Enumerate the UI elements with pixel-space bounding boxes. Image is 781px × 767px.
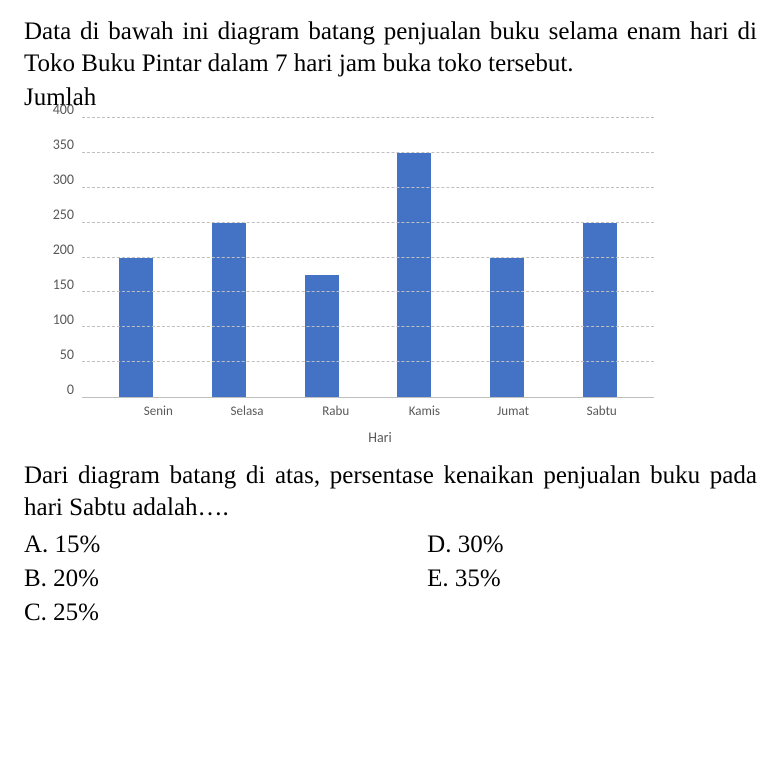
bar-slot	[553, 118, 646, 397]
x-label: Sabtu	[557, 404, 646, 419]
bar-slot	[461, 118, 554, 397]
x-label: Selasa	[203, 404, 292, 419]
option-c: C. 25%	[24, 596, 427, 630]
x-axis-title: Hari	[106, 429, 654, 446]
bar-slot	[275, 118, 368, 397]
x-label: Senin	[114, 404, 203, 419]
gridline	[82, 361, 654, 362]
gridline	[82, 222, 654, 223]
question-prompt: Dari diagram batang di atas, persentase …	[24, 460, 757, 524]
x-axis: Senin Selasa Rabu Kamis Jumat Sabtu	[106, 398, 654, 419]
gridline	[82, 117, 654, 118]
option-b: B. 20%	[24, 562, 427, 596]
bar-slot	[368, 118, 461, 397]
x-label: Rabu	[291, 404, 380, 419]
gridline	[82, 291, 654, 292]
bar-slot	[90, 118, 183, 397]
gridline	[82, 152, 654, 153]
y-axis: 400 350 300 250 200 150 100 50 0	[74, 118, 82, 398]
x-label: Jumat	[469, 404, 558, 419]
gridline	[82, 326, 654, 327]
bar-chart: 400 350 300 250 200 150 100 50 0 Senin S…	[74, 118, 654, 446]
option-d: D. 30%	[427, 528, 757, 562]
bars-container	[82, 118, 654, 397]
option-e: E. 35%	[427, 562, 757, 596]
x-label: Kamis	[380, 404, 469, 419]
plot-area	[82, 118, 654, 398]
option-a: A. 15%	[24, 528, 427, 562]
gridline	[82, 257, 654, 258]
y-axis-label: Jumlah	[24, 84, 757, 112]
bar-slot	[183, 118, 276, 397]
bar-rabu	[305, 275, 339, 397]
answer-options: A. 15% B. 20% C. 25% D. 30% E. 35%	[24, 528, 757, 629]
bar-sabtu	[583, 223, 617, 397]
question-intro: Data di bawah ini diagram batang penjual…	[24, 16, 757, 80]
bar-senin	[119, 258, 153, 398]
bar-selasa	[212, 223, 246, 397]
gridline	[82, 187, 654, 188]
bar-jumat	[490, 258, 524, 398]
